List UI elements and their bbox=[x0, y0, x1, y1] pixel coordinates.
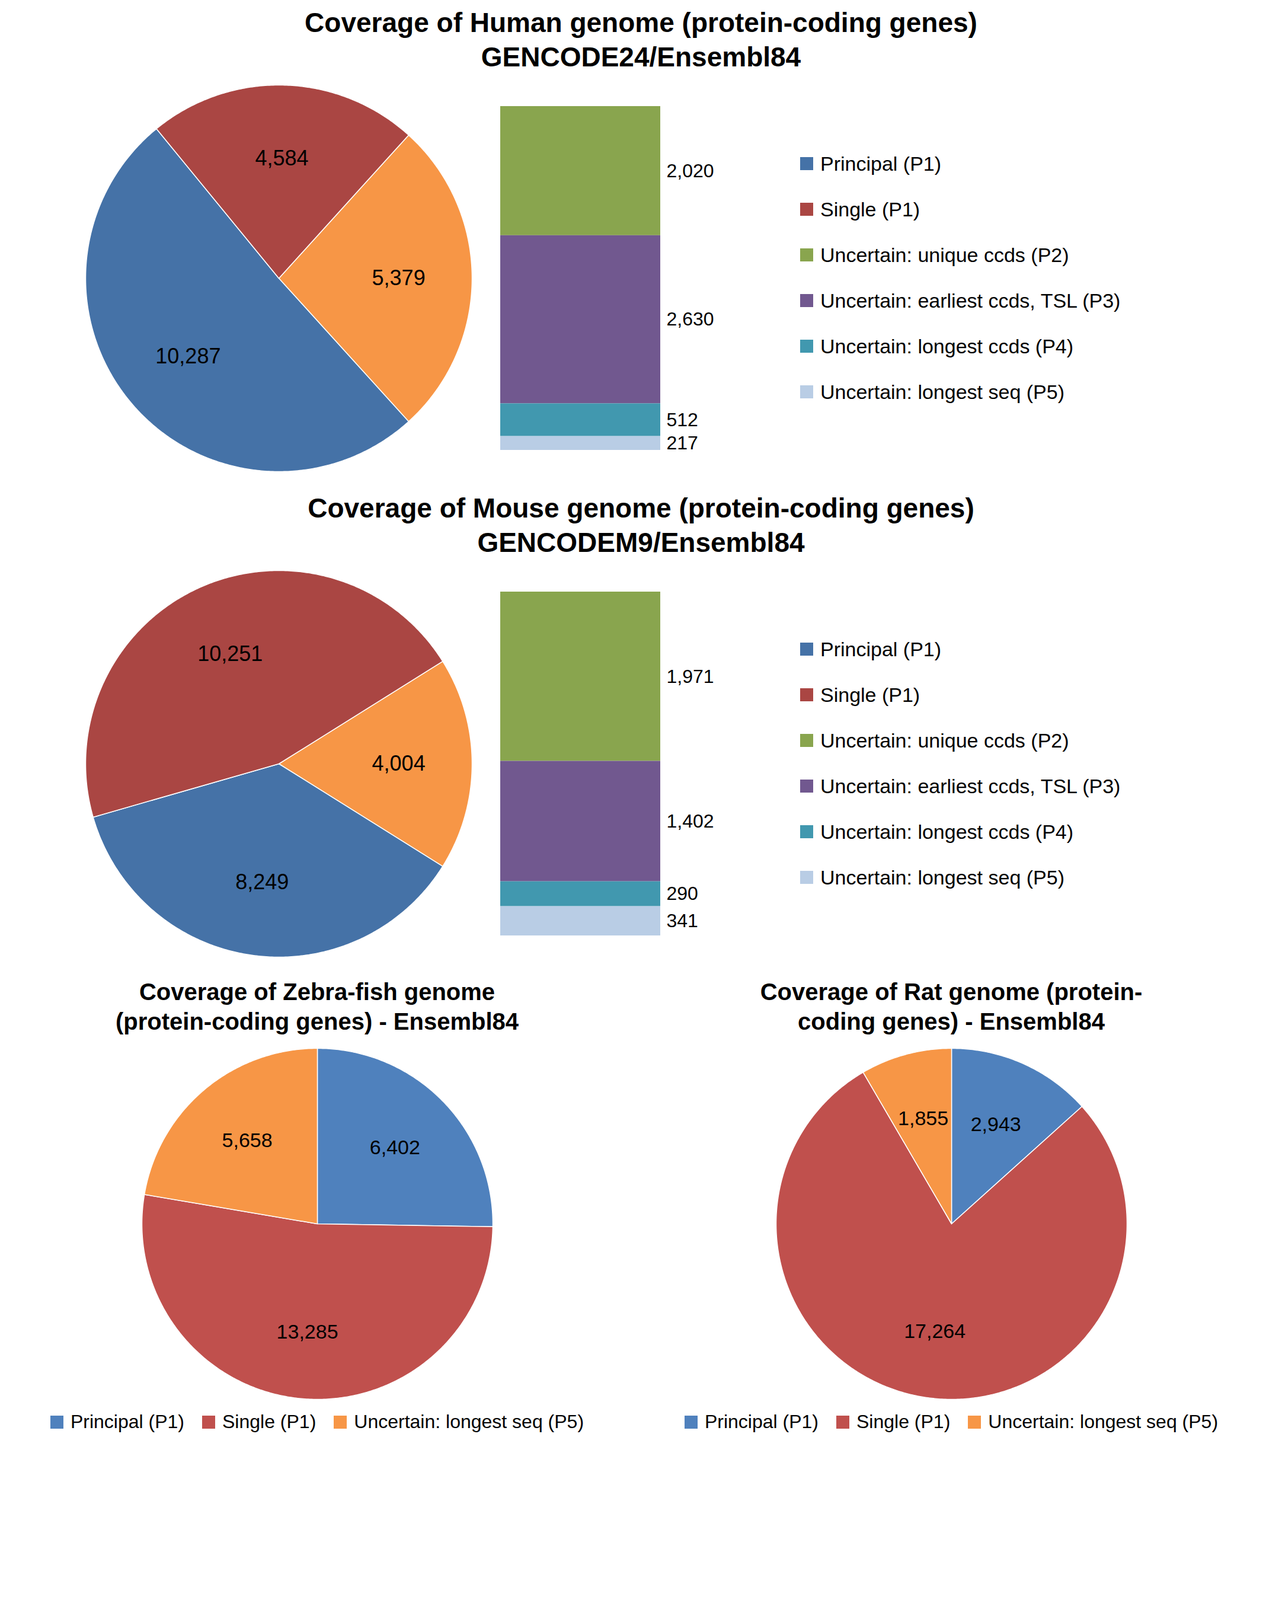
svg-text:8,249: 8,249 bbox=[235, 869, 289, 894]
html-text:GENCODE24/Ensembl84: GENCODE24/Ensembl84 bbox=[481, 41, 801, 73]
html-text:Principal (P1): Principal (P1) bbox=[820, 152, 942, 175]
svg-text:1,855: 1,855 bbox=[897, 1106, 949, 1130]
svg-text:290: 290 bbox=[666, 882, 699, 904]
svg-text:10,287: 10,287 bbox=[155, 343, 221, 369]
html-text:Single (P1): Single (P1) bbox=[820, 683, 920, 706]
svg-text:4,584: 4,584 bbox=[255, 145, 309, 171]
svg-text:2,943: 2,943 bbox=[970, 1112, 1022, 1136]
html-text:Principal (P1): Principal (P1) bbox=[704, 1410, 819, 1432]
html-text:Uncertain: longest seq (P5): Uncertain: longest seq (P5) bbox=[354, 1410, 584, 1432]
html-text:Principal (P1): Principal (P1) bbox=[70, 1410, 185, 1432]
svg-text:5,379: 5,379 bbox=[372, 265, 426, 290]
svg-text:13,285: 13,285 bbox=[276, 1319, 339, 1343]
svg-text:1,402: 1,402 bbox=[666, 810, 715, 832]
svg-text:2,020: 2,020 bbox=[666, 160, 715, 182]
html-text:Uncertain: longest ccds (P4): Uncertain: longest ccds (P4) bbox=[820, 334, 1074, 358]
svg-text:5,658: 5,658 bbox=[222, 1128, 273, 1152]
html-text:Uncertain: earliest ccds, TSL: Uncertain: earliest ccds, TSL (P3) bbox=[820, 289, 1121, 312]
html-text:Uncertain: longest seq (P5): Uncertain: longest seq (P5) bbox=[820, 865, 1065, 889]
html-text:Coverage of Human genome (prot: Coverage of Human genome (protein-coding… bbox=[304, 7, 978, 38]
html-text:Coverage of Rat genome (protei: Coverage of Rat genome (protein-coding g… bbox=[760, 978, 1143, 1035]
html-text:Uncertain: unique ccds (P2): Uncertain: unique ccds (P2) bbox=[820, 243, 1069, 267]
html-text:Coverage of Zebra-fish genome: Coverage of Zebra-fish genome (protein-c… bbox=[115, 978, 519, 1035]
html-text:Uncertain: unique ccds (P2): Uncertain: unique ccds (P2) bbox=[820, 729, 1069, 752]
html-text:GENCODEM9/Ensembl84: GENCODEM9/Ensembl84 bbox=[477, 526, 805, 558]
svg-text:6,402: 6,402 bbox=[369, 1135, 421, 1159]
html-text:Uncertain: earliest ccds, TSL: Uncertain: earliest ccds, TSL (P3) bbox=[820, 774, 1121, 798]
svg-text:341: 341 bbox=[666, 909, 699, 932]
html-text:Uncertain: longest ccds (P4): Uncertain: longest ccds (P4) bbox=[820, 820, 1074, 843]
svg-text:217: 217 bbox=[666, 432, 699, 454]
html-text:Principal (P1): Principal (P1) bbox=[820, 637, 942, 661]
html-text:Uncertain: longest seq (P5): Uncertain: longest seq (P5) bbox=[820, 380, 1065, 404]
html-text:Single (P1): Single (P1) bbox=[820, 197, 920, 221]
html-text:Coverage of Mouse genome (prot: Coverage of Mouse genome (protein-coding… bbox=[307, 492, 975, 524]
html-text:Uncertain: longest seq (P5): Uncertain: longest seq (P5) bbox=[988, 1410, 1218, 1432]
svg-text:4,004: 4,004 bbox=[372, 750, 426, 776]
html-text:Single (P1): Single (P1) bbox=[856, 1410, 951, 1432]
svg-text:512: 512 bbox=[666, 408, 699, 431]
svg-text:1,971: 1,971 bbox=[666, 665, 715, 687]
svg-text:17,264: 17,264 bbox=[903, 1319, 966, 1342]
svg-text:10,251: 10,251 bbox=[197, 641, 263, 666]
html-text:Single (P1): Single (P1) bbox=[222, 1410, 317, 1432]
svg-text:2,630: 2,630 bbox=[666, 308, 715, 330]
